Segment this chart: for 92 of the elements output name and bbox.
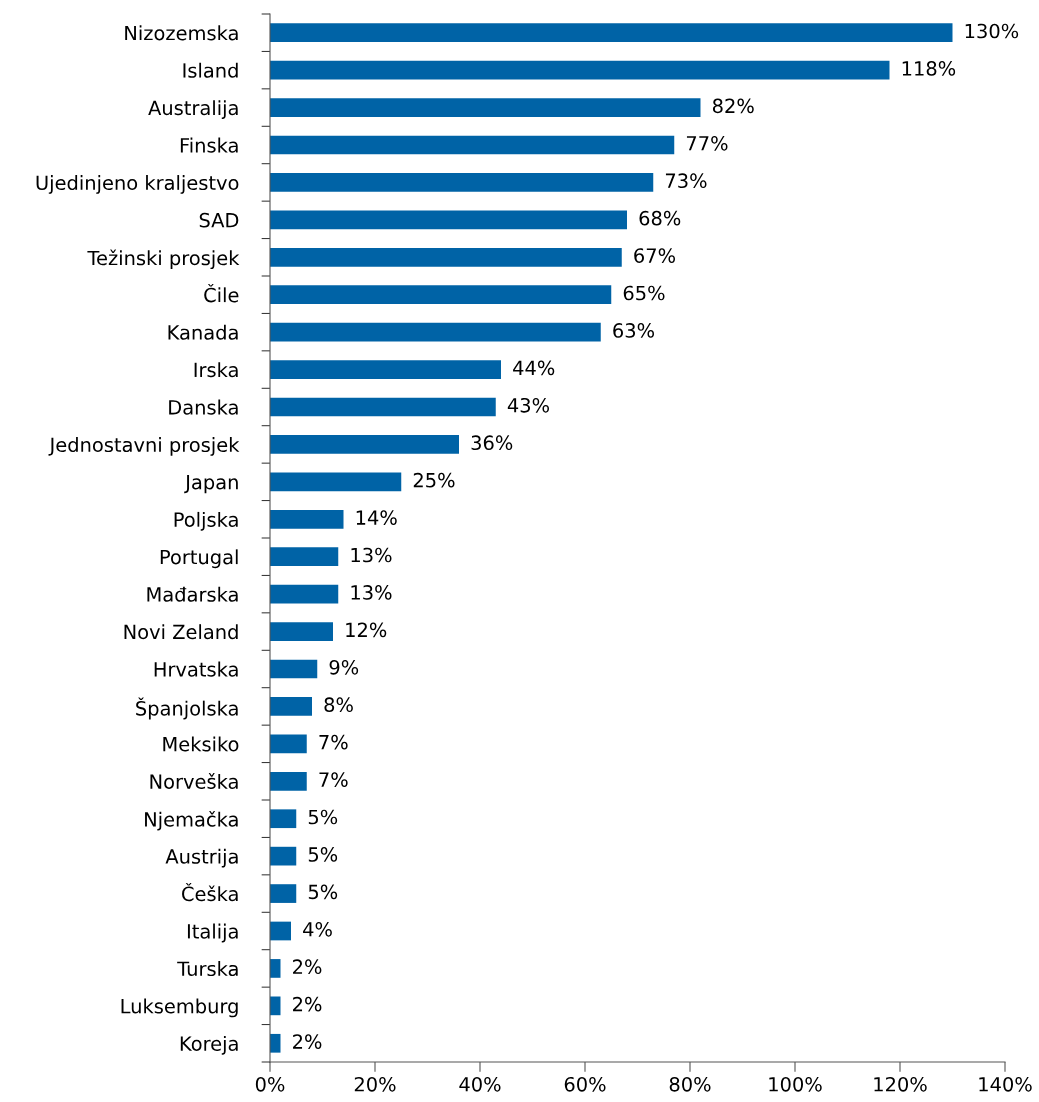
y-tick-label: Mađarska xyxy=(147,586,238,602)
x-tick-label: 20% xyxy=(354,1076,396,1092)
y-tick-label: Norveška xyxy=(150,773,238,789)
y-tick-label: Danska xyxy=(169,399,238,415)
y-tick-label: Japan xyxy=(184,475,238,494)
data-label: 12% xyxy=(346,622,387,638)
data-label: 43% xyxy=(507,397,550,413)
y-tick-label: Koreja xyxy=(180,1035,238,1055)
data-label: 5% xyxy=(308,847,338,862)
bar xyxy=(270,1033,281,1053)
data-label: 118% xyxy=(902,61,956,76)
data-label: 4% xyxy=(303,921,332,937)
x-tick-label: 40% xyxy=(459,1076,501,1092)
bar xyxy=(270,659,318,679)
y-tick-label: Hrvatska xyxy=(154,661,238,677)
bar xyxy=(270,771,307,791)
x-tick-label: 100% xyxy=(769,1076,822,1092)
bar xyxy=(270,23,953,43)
data-label: 63% xyxy=(613,323,655,338)
y-tick-label: Irska xyxy=(194,362,238,378)
bar xyxy=(270,697,312,716)
bar xyxy=(270,809,297,829)
data-label: 5% xyxy=(308,809,338,825)
bar xyxy=(270,846,297,866)
y-tick-label: SAD xyxy=(199,212,239,228)
y-tick-label: Portugal xyxy=(160,549,238,569)
y-tick-label: Ujedinjeno kraljestvo xyxy=(36,175,239,194)
bar xyxy=(270,622,333,641)
data-label: 8% xyxy=(324,697,353,713)
x-tick-label: 120% xyxy=(874,1076,927,1092)
data-label: 2% xyxy=(293,996,322,1012)
y-tick-label: Kanada xyxy=(168,324,238,340)
data-label: 2% xyxy=(293,1034,322,1049)
bar xyxy=(270,584,339,604)
y-tick-label: Jednostavni prosjek xyxy=(48,437,240,456)
bar xyxy=(270,173,654,192)
y-tick-label: Poljska xyxy=(174,511,238,531)
x-tick-label: 80% xyxy=(669,1076,711,1092)
data-label: 73% xyxy=(665,173,707,189)
bar xyxy=(270,547,339,567)
x-tick-label: 60% xyxy=(564,1076,606,1092)
y-tick-label: Meksiko xyxy=(163,736,239,752)
data-label: 68% xyxy=(639,210,681,226)
bar xyxy=(270,884,297,903)
data-label: 13% xyxy=(351,585,392,600)
bar xyxy=(270,509,344,529)
bar xyxy=(270,921,291,941)
bar xyxy=(270,360,501,379)
y-tick-label: Češka xyxy=(182,882,238,902)
data-label: 7% xyxy=(319,772,348,787)
bar xyxy=(270,210,627,230)
y-tick-label: Finska xyxy=(180,137,238,153)
y-tick-label: Austrija xyxy=(165,848,238,868)
data-label: 14% xyxy=(356,510,397,525)
y-tick-label: Španjolska xyxy=(136,697,238,720)
x-tick-label: 0% xyxy=(255,1076,285,1092)
data-label: 25% xyxy=(413,472,455,488)
bar xyxy=(270,959,281,978)
bar xyxy=(270,98,701,117)
x-tick-label: 140% xyxy=(979,1076,1032,1092)
data-label: 130% xyxy=(965,23,1019,39)
data-label: 5% xyxy=(308,884,338,900)
bar xyxy=(270,322,601,342)
bar xyxy=(270,734,307,754)
bar xyxy=(270,247,622,267)
y-tick-label: Težinski prosjek xyxy=(87,249,240,270)
data-label: 9% xyxy=(329,659,359,675)
y-tick-label: Island xyxy=(183,62,238,78)
data-label: 77% xyxy=(686,135,728,151)
bar xyxy=(270,285,612,305)
data-label: 2% xyxy=(293,959,322,975)
y-tick-label: Italija xyxy=(187,923,238,943)
bar xyxy=(270,397,496,417)
y-tick-label: Čile xyxy=(204,284,239,303)
data-label: 82% xyxy=(712,98,754,114)
bar xyxy=(270,60,890,80)
y-tick-label: Novi Zeland xyxy=(124,624,238,640)
bar xyxy=(270,135,675,155)
y-tick-label: Turska xyxy=(177,961,238,977)
data-label: 13% xyxy=(351,547,392,563)
bar xyxy=(270,435,459,454)
data-label: 44% xyxy=(513,360,555,376)
data-label: 67% xyxy=(634,248,676,263)
bar xyxy=(270,472,402,492)
y-tick-label: Luksemburg xyxy=(121,998,238,1018)
data-label: 36% xyxy=(471,435,513,451)
y-tick-label: Australija xyxy=(148,100,238,119)
data-label: 7% xyxy=(319,734,348,750)
data-label: 65% xyxy=(623,285,665,301)
y-tick-label: Njemačka xyxy=(145,810,238,831)
y-tick-label: Nizozemska xyxy=(125,25,238,41)
bar xyxy=(270,996,281,1016)
